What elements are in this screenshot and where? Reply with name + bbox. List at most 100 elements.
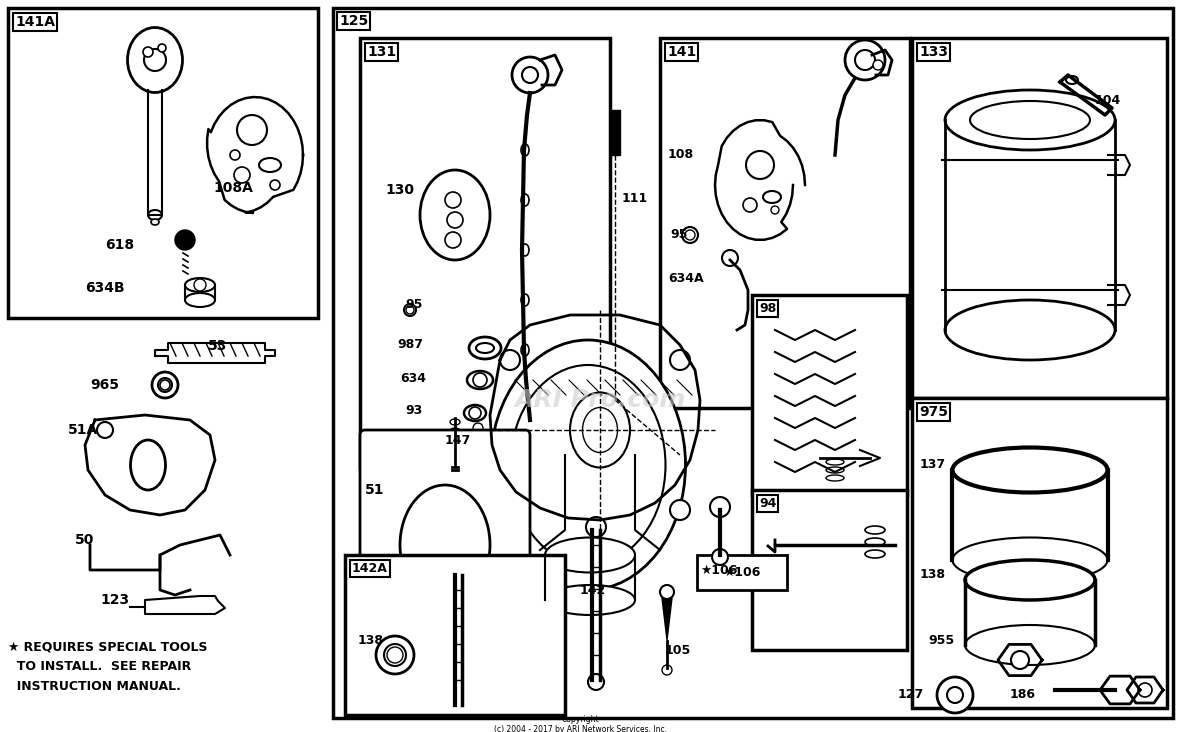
Ellipse shape: [152, 372, 178, 398]
Text: 108: 108: [668, 149, 694, 162]
Ellipse shape: [865, 526, 885, 534]
Text: 131: 131: [367, 45, 396, 59]
Ellipse shape: [1066, 76, 1079, 84]
Ellipse shape: [450, 419, 460, 425]
Ellipse shape: [826, 459, 844, 465]
Circle shape: [270, 180, 280, 190]
Circle shape: [500, 500, 520, 520]
Text: 95: 95: [405, 299, 422, 312]
Bar: [660, 38, 910, 408]
Text: ARI Pro.com: ARI Pro.com: [514, 388, 686, 412]
Ellipse shape: [127, 28, 183, 92]
Circle shape: [710, 497, 730, 517]
Ellipse shape: [131, 440, 165, 490]
Circle shape: [445, 192, 461, 208]
Circle shape: [722, 250, 738, 266]
Ellipse shape: [450, 446, 460, 452]
Text: 965: 965: [90, 378, 119, 392]
Text: 98: 98: [759, 302, 776, 315]
Ellipse shape: [965, 625, 1095, 665]
Ellipse shape: [952, 447, 1108, 493]
Ellipse shape: [376, 636, 414, 674]
Circle shape: [845, 40, 885, 80]
Circle shape: [158, 44, 166, 52]
Polygon shape: [662, 598, 671, 640]
Circle shape: [194, 279, 206, 291]
Ellipse shape: [945, 300, 1115, 360]
Text: 130: 130: [385, 183, 414, 197]
Ellipse shape: [450, 428, 460, 434]
Ellipse shape: [522, 294, 529, 306]
Ellipse shape: [450, 437, 460, 443]
Ellipse shape: [970, 101, 1090, 139]
Text: 141: 141: [667, 45, 696, 59]
Ellipse shape: [511, 365, 666, 565]
Circle shape: [948, 687, 963, 703]
Ellipse shape: [185, 293, 215, 307]
Circle shape: [473, 373, 487, 387]
Text: 987: 987: [396, 338, 422, 351]
Circle shape: [500, 350, 520, 370]
Text: INSTRUCTION MANUAL.: INSTRUCTION MANUAL.: [8, 680, 181, 693]
Text: 634B: 634B: [85, 281, 125, 295]
Ellipse shape: [545, 537, 635, 572]
Circle shape: [712, 549, 728, 565]
Ellipse shape: [945, 90, 1115, 150]
Ellipse shape: [826, 475, 844, 481]
Ellipse shape: [151, 219, 159, 225]
Ellipse shape: [464, 405, 486, 421]
Ellipse shape: [148, 210, 162, 220]
Text: 634: 634: [400, 372, 426, 384]
Ellipse shape: [450, 455, 460, 461]
Ellipse shape: [185, 278, 215, 292]
Text: 133: 133: [919, 45, 948, 59]
Circle shape: [237, 115, 267, 145]
Text: 111: 111: [622, 192, 648, 204]
Text: 94: 94: [759, 497, 776, 510]
Ellipse shape: [763, 191, 781, 203]
Text: 105: 105: [666, 643, 691, 657]
Bar: [752, 295, 907, 495]
Polygon shape: [610, 110, 620, 155]
Circle shape: [447, 212, 463, 228]
Bar: [8, 8, 317, 318]
Text: 142A: 142A: [352, 562, 388, 575]
Text: 123: 123: [100, 593, 130, 607]
Text: 127: 127: [898, 689, 924, 701]
Ellipse shape: [682, 227, 699, 243]
Ellipse shape: [826, 467, 844, 473]
Ellipse shape: [965, 560, 1095, 600]
Circle shape: [873, 60, 883, 70]
Text: 138: 138: [358, 633, 384, 646]
Ellipse shape: [476, 343, 494, 353]
Circle shape: [175, 230, 195, 250]
Circle shape: [384, 598, 407, 622]
Ellipse shape: [522, 344, 529, 356]
Bar: [912, 398, 1167, 708]
Ellipse shape: [467, 371, 493, 389]
Text: 955: 955: [927, 633, 955, 646]
Text: Copyright
(c) 2004 - 2017 by ARI Network Services, Inc.: Copyright (c) 2004 - 2017 by ARI Network…: [493, 715, 667, 732]
FancyBboxPatch shape: [360, 430, 530, 645]
Ellipse shape: [522, 144, 529, 156]
Text: 50: 50: [76, 533, 94, 547]
Ellipse shape: [404, 304, 417, 316]
Ellipse shape: [522, 414, 539, 426]
Circle shape: [160, 380, 170, 390]
Circle shape: [473, 423, 483, 433]
Ellipse shape: [952, 537, 1108, 583]
Ellipse shape: [158, 378, 172, 392]
Circle shape: [230, 150, 240, 160]
Circle shape: [660, 585, 674, 599]
Text: ★106: ★106: [723, 566, 761, 578]
Text: 142: 142: [581, 583, 607, 597]
Ellipse shape: [491, 340, 686, 590]
Text: 141A: 141A: [15, 15, 55, 29]
Ellipse shape: [545, 585, 635, 615]
Circle shape: [143, 47, 153, 57]
Circle shape: [746, 151, 774, 179]
Circle shape: [937, 677, 974, 713]
Text: 108A: 108A: [214, 181, 253, 195]
Ellipse shape: [468, 337, 502, 359]
Circle shape: [468, 407, 481, 419]
